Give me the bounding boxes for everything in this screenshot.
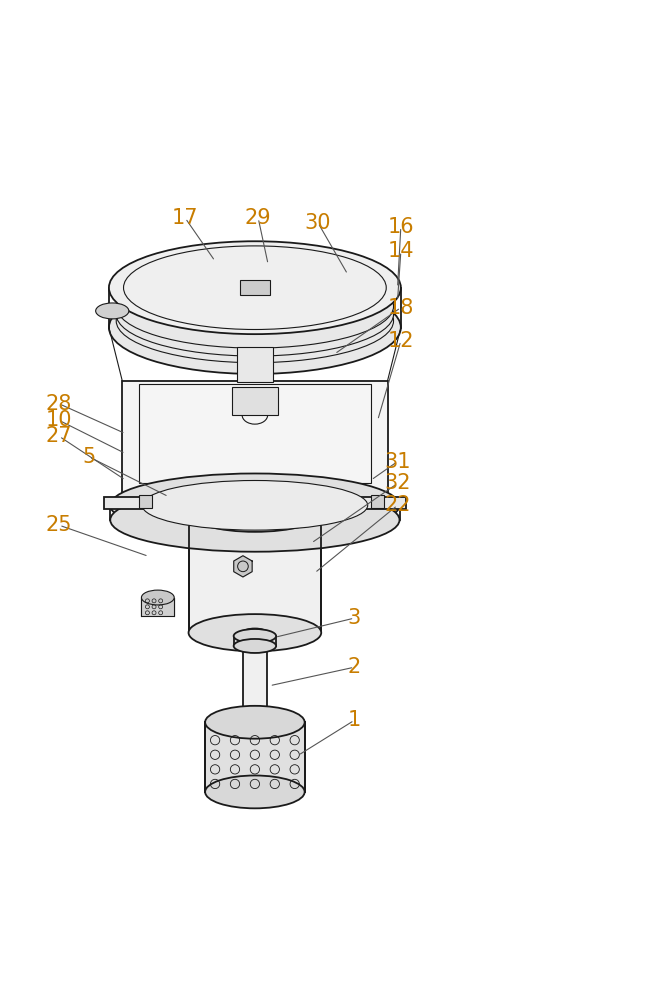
Ellipse shape (96, 303, 129, 319)
Bar (240, 280, 270, 295)
Ellipse shape (243, 629, 267, 637)
Ellipse shape (243, 715, 267, 723)
Ellipse shape (205, 775, 304, 808)
Text: 25: 25 (46, 515, 72, 535)
Text: 3: 3 (348, 608, 361, 628)
Ellipse shape (124, 246, 386, 329)
Bar (138, 495, 152, 508)
Ellipse shape (233, 639, 276, 653)
Text: 10: 10 (46, 410, 72, 430)
Text: 12: 12 (387, 331, 414, 351)
Bar (371, 495, 384, 508)
Bar (122, 381, 387, 500)
Bar (243, 633, 267, 719)
Ellipse shape (205, 706, 304, 739)
Text: 27: 27 (46, 426, 72, 446)
Text: 1: 1 (348, 710, 361, 730)
Bar (237, 347, 273, 382)
Ellipse shape (110, 488, 399, 552)
Bar (138, 384, 371, 483)
Bar (233, 636, 276, 646)
Ellipse shape (116, 272, 393, 356)
Ellipse shape (233, 629, 276, 643)
Ellipse shape (110, 473, 399, 537)
Ellipse shape (189, 495, 321, 532)
Text: 31: 31 (384, 452, 411, 472)
Text: 14: 14 (387, 241, 414, 261)
Ellipse shape (109, 241, 401, 334)
Text: 28: 28 (46, 394, 72, 414)
Text: 30: 30 (304, 213, 331, 233)
Ellipse shape (189, 614, 321, 651)
Text: 17: 17 (172, 208, 199, 228)
Text: 2: 2 (348, 657, 361, 677)
Ellipse shape (141, 590, 174, 605)
Text: 16: 16 (387, 217, 414, 237)
Polygon shape (233, 556, 252, 577)
Text: 5: 5 (82, 447, 96, 467)
Text: 32: 32 (384, 473, 411, 493)
Bar (231, 387, 278, 415)
Ellipse shape (142, 480, 368, 530)
Text: 22: 22 (384, 495, 411, 515)
Ellipse shape (116, 264, 393, 348)
Bar (104, 497, 406, 509)
Ellipse shape (109, 281, 401, 374)
Text: 18: 18 (387, 298, 414, 318)
Bar (205, 722, 304, 792)
Bar (189, 513, 321, 633)
Ellipse shape (116, 279, 393, 363)
Text: 29: 29 (245, 208, 272, 228)
Bar (141, 598, 174, 616)
